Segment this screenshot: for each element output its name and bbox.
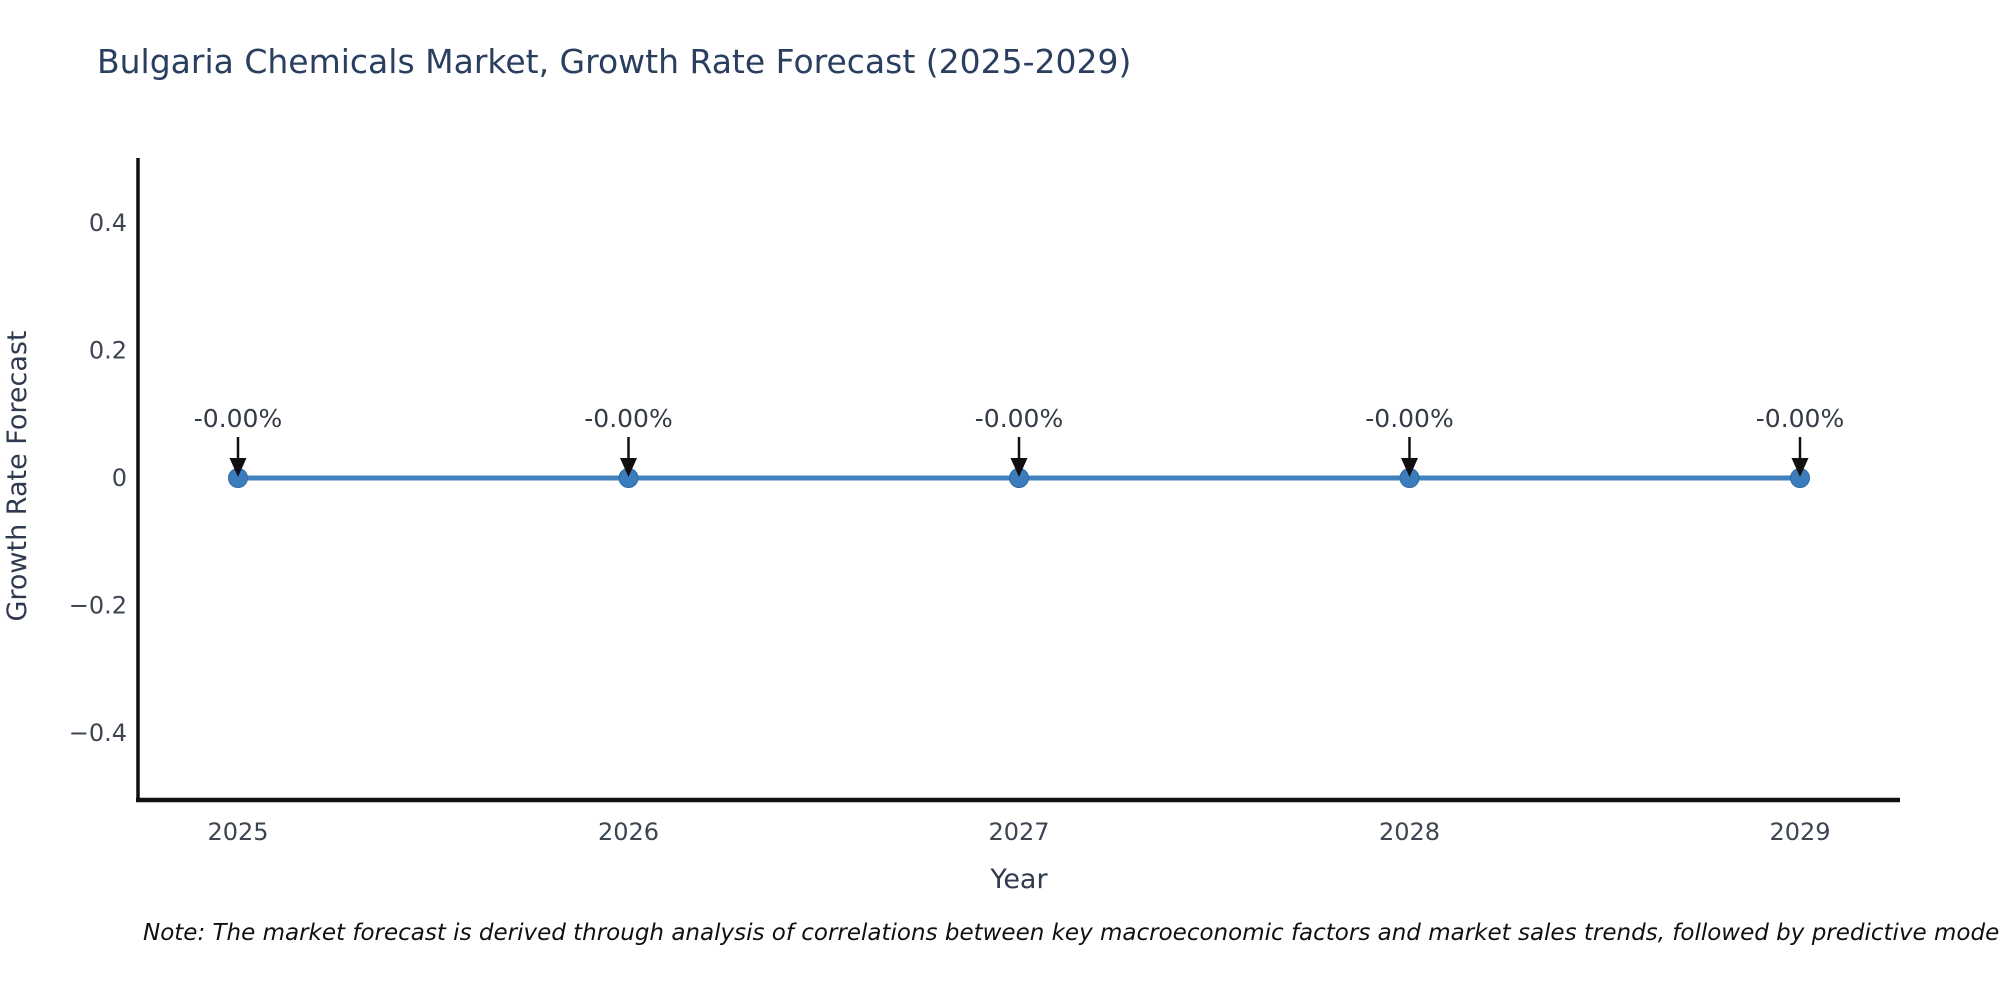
annotation-arrowhead bbox=[229, 458, 247, 477]
point-annotation: -0.00% bbox=[975, 404, 1063, 433]
point-annotation: -0.00% bbox=[1756, 404, 1844, 433]
y-tick-label: 0.4 bbox=[89, 209, 127, 237]
footnote: Note: The market forecast is derived thr… bbox=[143, 920, 2000, 946]
annotation-arrowhead bbox=[1010, 458, 1028, 477]
annotation-arrowhead bbox=[620, 458, 637, 477]
y-tick-label: −0.4 bbox=[69, 719, 127, 747]
y-tick-label: 0.2 bbox=[89, 337, 127, 365]
point-annotation: -0.00% bbox=[1365, 404, 1453, 433]
x-tick-label: 2027 bbox=[988, 818, 1049, 846]
chart-title: Bulgaria Chemicals Market, Growth Rate F… bbox=[97, 42, 1132, 81]
x-axis-title: Year bbox=[989, 864, 1048, 895]
annotation-arrowhead bbox=[1791, 458, 1809, 477]
y-axis-title: Growth Rate Forecast bbox=[2, 330, 33, 621]
point-annotation: -0.00% bbox=[194, 404, 282, 433]
x-tick-label: 2029 bbox=[1769, 818, 1830, 846]
x-tick-label: 2028 bbox=[1379, 818, 1440, 846]
y-tick-label: −0.2 bbox=[69, 592, 127, 620]
annotation-arrowhead bbox=[1401, 458, 1418, 477]
x-tick-label: 2025 bbox=[207, 818, 268, 846]
point-annotation: -0.00% bbox=[584, 404, 672, 433]
x-tick-label: 2026 bbox=[598, 818, 659, 846]
y-tick-label: 0 bbox=[112, 464, 127, 492]
